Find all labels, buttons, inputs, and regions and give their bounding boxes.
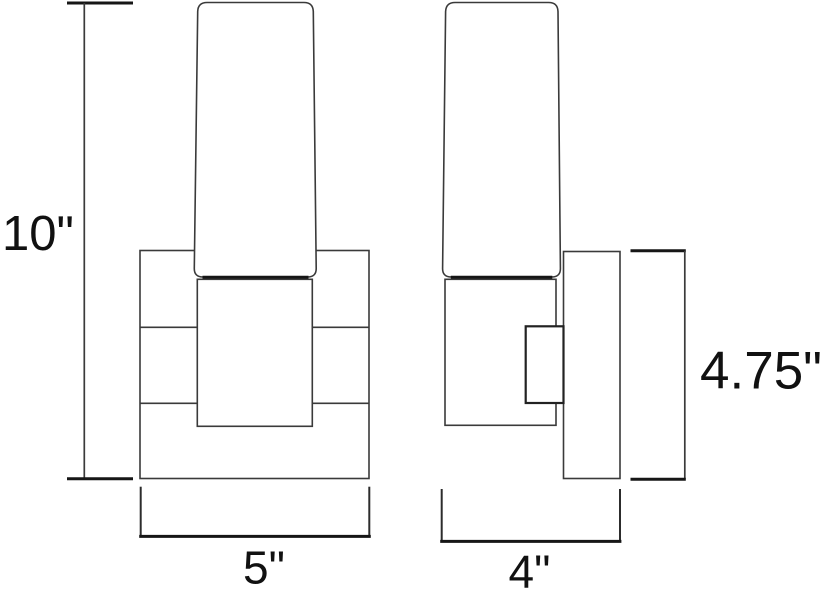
backplate-height-dimension: 4.75" bbox=[630, 249, 820, 481]
depth-dim-label: 4" bbox=[509, 546, 551, 598]
front-shade bbox=[193, 1, 318, 278]
side-shade bbox=[441, 1, 562, 278]
height-dimension: 10" bbox=[2, 1, 133, 481]
width-dimension: 5" bbox=[139, 486, 371, 594]
depth-dimension: 4" bbox=[440, 489, 622, 598]
side-view bbox=[441, 1, 621, 480]
front-view bbox=[139, 1, 370, 480]
side-mounting-arm bbox=[524, 325, 565, 405]
front-body bbox=[196, 278, 314, 428]
side-backplate bbox=[562, 250, 621, 480]
backplate-dim-label: 4.75" bbox=[700, 342, 820, 401]
width-dim-label: 5" bbox=[243, 542, 285, 594]
height-dim-label: 10" bbox=[2, 207, 74, 261]
